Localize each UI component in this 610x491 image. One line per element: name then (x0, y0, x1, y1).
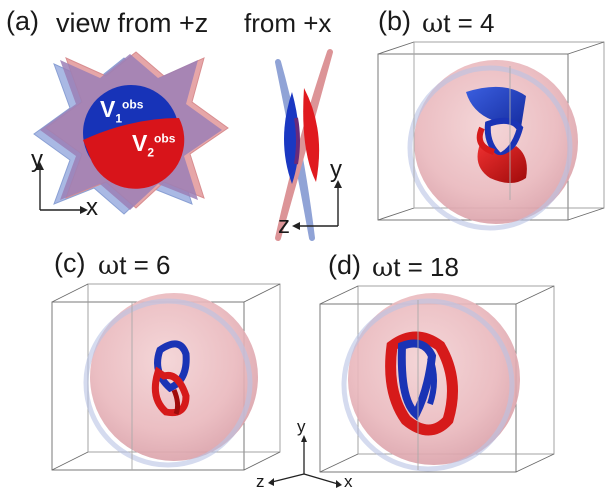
axes-side (292, 180, 342, 230)
observed-sphere-front (83, 85, 185, 189)
v1-obs-label: V1obs (100, 96, 144, 126)
triad-x: x (344, 472, 353, 491)
panel-a-title: view from +z (56, 8, 209, 38)
axis-side-z: z (278, 212, 290, 239)
axis-triad (268, 435, 342, 488)
vortex-d (385, 331, 458, 436)
v2-obs-label: V2obs (132, 130, 176, 160)
panel-a-tag: (a) (6, 6, 39, 36)
vortex-b (466, 86, 527, 183)
triad-z: z (256, 472, 265, 491)
sphere-b (414, 60, 578, 224)
axis-side-y: y (330, 156, 342, 183)
panel-c-tag: (c) (54, 248, 86, 278)
panel-b-time: ωt = 4 (422, 8, 495, 39)
axis-front-x: x (86, 194, 98, 221)
panel-d-time: ωt = 18 (372, 252, 459, 283)
panel-a-side-title: from +x (244, 8, 332, 38)
axis-front-y: y (31, 146, 43, 173)
box-b-front-edges (413, 42, 511, 208)
panel-d-tag: (d) (328, 250, 361, 280)
panel-b-tag: (b) (378, 6, 411, 36)
axes-front (36, 162, 88, 214)
triad-y: y (297, 417, 306, 436)
panel-c-time: ωt = 6 (98, 250, 171, 281)
side-view-shape (275, 49, 333, 241)
vortex-c (151, 340, 190, 417)
